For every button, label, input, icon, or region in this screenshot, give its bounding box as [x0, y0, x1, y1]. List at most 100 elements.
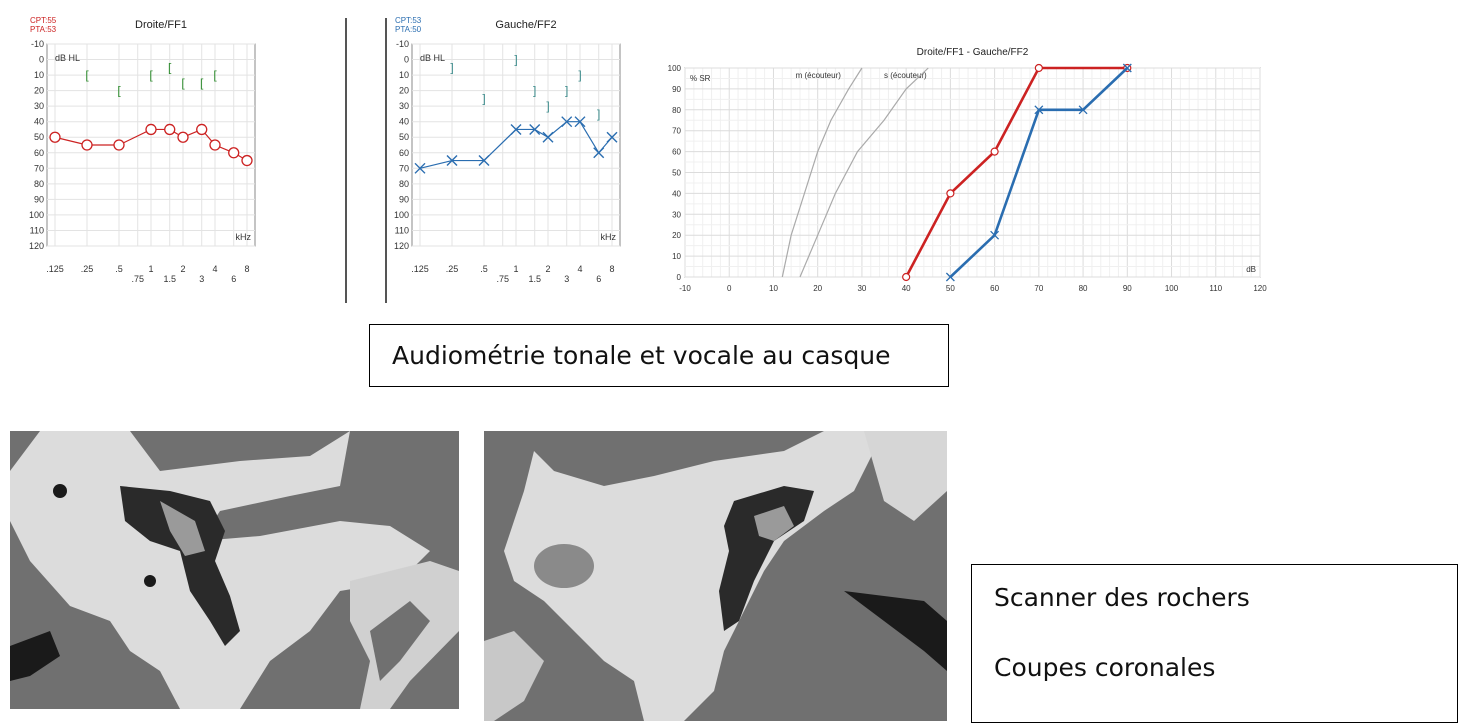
bone-conduction-marker: ]: [597, 107, 600, 121]
x-tick-label: 8: [609, 264, 614, 274]
reference-curve: [799, 67, 929, 278]
cross-stroke: [1078, 105, 1088, 115]
air-conduction-point: [510, 123, 522, 135]
x-tick-label: .5: [480, 264, 488, 274]
air-conduction-point: [209, 139, 221, 151]
cross-stroke: [606, 131, 618, 143]
air-conduction-point: [228, 147, 240, 159]
x-tick-label: 30: [857, 284, 866, 293]
speech-score-point: [1122, 63, 1132, 73]
speech-score-point: [1034, 63, 1043, 73]
speech-score-point: [990, 147, 999, 156]
y-tick-label: 120: [394, 241, 409, 251]
x-axis-label: dB: [1246, 265, 1256, 274]
y-tick-label: 30: [399, 101, 409, 111]
x-tick-label: 4: [212, 264, 217, 274]
speech-score-point: [902, 272, 911, 282]
air-conduction-point: [446, 155, 458, 167]
x-tick-label: 80: [1079, 284, 1088, 293]
speech-score-point: [1034, 105, 1044, 115]
y-tick-label: 0: [39, 55, 44, 65]
audiogram-title: Droite/FF1: [135, 19, 187, 31]
y-tick-label: 110: [30, 225, 44, 235]
bone-conduction-marker: [: [200, 76, 204, 90]
x-tick-label: 50: [946, 284, 955, 293]
air-conduction-line: [54, 128, 248, 162]
x-tick-label: 100: [1165, 284, 1179, 293]
y-tick-label: 20: [34, 86, 44, 96]
scanner-caption-line2: Coupes coronales: [994, 653, 1216, 682]
speech-score-point: [1078, 105, 1088, 115]
air-conduction-point: [177, 131, 189, 143]
y-tick-label: 40: [34, 117, 44, 127]
cross-stroke: [593, 147, 605, 159]
bone-conduction-marker: ]: [482, 91, 485, 105]
y-tick-label: 60: [399, 148, 409, 158]
y-tick-label: 50: [34, 132, 44, 142]
y-axis-label: % SR: [690, 74, 711, 83]
audiometry-caption-text: Audiométrie tonale et vocale au casque: [392, 341, 891, 370]
y-tick-label: 70: [399, 163, 409, 173]
x-tick-label: 4: [577, 264, 582, 274]
x-tick-label: 2: [545, 264, 550, 274]
y-tick-label: 60: [34, 148, 44, 158]
x-tick-label: 20: [813, 284, 822, 293]
x-tick-label-secondary: 1.5: [163, 274, 176, 284]
y-tick-label: 90: [399, 194, 409, 204]
speech-score-point: [990, 230, 1000, 240]
x-tick-label: 70: [1034, 284, 1043, 293]
unit-label: dB HL: [420, 53, 445, 63]
y-tick-label: 100: [29, 210, 44, 220]
x-tick-label: 2: [180, 264, 185, 274]
x-tick-label: .125: [46, 264, 64, 274]
cpt-label: CPT:55: [30, 16, 57, 25]
air-conduction-point: [542, 131, 554, 143]
speech-score-point: [945, 272, 955, 282]
bone-conduction-marker: ]: [565, 84, 568, 98]
reference-m-label: m (écouteur): [796, 71, 842, 80]
air-conduction-line: [419, 121, 613, 169]
bone-conduction-marker: ]: [450, 60, 453, 74]
speech-score-point: [946, 189, 955, 198]
ct-scan-right-drawing: [10, 431, 459, 709]
scanner-caption: Scanner des rochers Coupes coronales: [971, 564, 1458, 723]
audiometry-caption: Audiométrie tonale et vocale au casque: [369, 324, 949, 387]
x-tick-label-secondary: 3: [564, 274, 569, 284]
cross-stroke: [529, 123, 541, 135]
cross-stroke: [446, 155, 458, 167]
y-tick-label: 90: [672, 85, 681, 94]
y-tick-label: 10: [672, 252, 681, 261]
x-tick-label: .125: [411, 264, 429, 274]
bone-conduction-marker: [: [85, 68, 89, 82]
bone-conduction-marker: [: [117, 84, 121, 98]
speech-chart-title: Droite/FF1 - Gauche/FF2: [917, 47, 1029, 58]
y-tick-label: 0: [677, 273, 682, 282]
x-tick-label-secondary: .75: [131, 274, 144, 284]
y-tick-label: 80: [399, 179, 409, 189]
separator-line-2: [385, 18, 387, 303]
khz-label: kHz: [601, 232, 617, 242]
air-conduction-point: [606, 131, 618, 143]
y-tick-label: 10: [399, 70, 409, 80]
x-tick-label: 10: [769, 284, 778, 293]
speech-audiogram-chart: Droite/FF1 - Gauche/FF2 0 10 20 30 40 50 60 70 80…: [668, 47, 1268, 293]
cross-stroke: [414, 162, 426, 174]
x-tick-label-secondary: 6: [231, 274, 236, 284]
pta-label: PTA:50: [395, 25, 422, 34]
y-tick-label: 30: [34, 101, 44, 111]
y-tick-label: 110: [395, 225, 409, 235]
pta-label: PTA:53: [30, 25, 57, 34]
x-tick-label: .25: [81, 264, 94, 274]
air-conduction-point: [414, 162, 426, 174]
x-tick-label: 110: [1209, 284, 1222, 293]
x-tick-label-secondary: 1.5: [528, 274, 541, 284]
y-tick-label: 80: [34, 179, 44, 189]
y-tick-label: 100: [394, 210, 409, 220]
cross-stroke: [510, 123, 522, 135]
x-tick-label: .5: [115, 264, 123, 274]
cross-stroke: [1122, 63, 1132, 73]
y-tick-label: 70: [34, 163, 44, 173]
air-conduction-point: [561, 116, 573, 128]
